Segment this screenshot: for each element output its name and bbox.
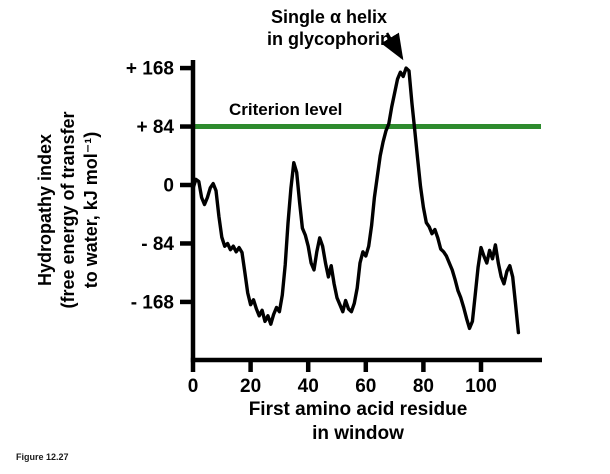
y-axis-label-line2: (free energy of transfer: [58, 111, 78, 309]
svg-text:+ 168: + 168: [126, 59, 174, 80]
svg-text:80: 80: [413, 376, 434, 397]
y-axis-label-line3: to water, kJ mol⁻¹): [81, 131, 101, 289]
svg-text:40: 40: [298, 376, 319, 397]
svg-text:60: 60: [355, 376, 376, 397]
annotation-line1: Single α helix: [270, 7, 388, 27]
svg-text:- 168: - 168: [131, 292, 174, 313]
criterion-level-label: Criterion level: [229, 100, 343, 119]
figure-number-label: Figure 12.27: [16, 452, 69, 462]
y-axis-label: Hydropathy index (free energy of transfe…: [34, 70, 106, 350]
y-axis-label-line1: Hydropathy index: [35, 133, 55, 287]
x-axis-label-line2: in window: [312, 423, 404, 444]
svg-text:- 84: - 84: [141, 234, 174, 255]
svg-text:100: 100: [465, 376, 497, 397]
svg-text:0: 0: [188, 376, 199, 397]
x-axis-label-line1: First amino acid residue: [248, 399, 468, 420]
annotation-single-alpha-helix: Single α helix in glycophorin: [240, 6, 418, 50]
svg-text:20: 20: [240, 376, 261, 397]
svg-text:+ 84: + 84: [136, 117, 174, 138]
annotation-line2: in glycophorin: [267, 29, 391, 49]
svg-text:0: 0: [163, 176, 174, 197]
x-axis-label: First amino acid residue in window: [208, 398, 508, 446]
